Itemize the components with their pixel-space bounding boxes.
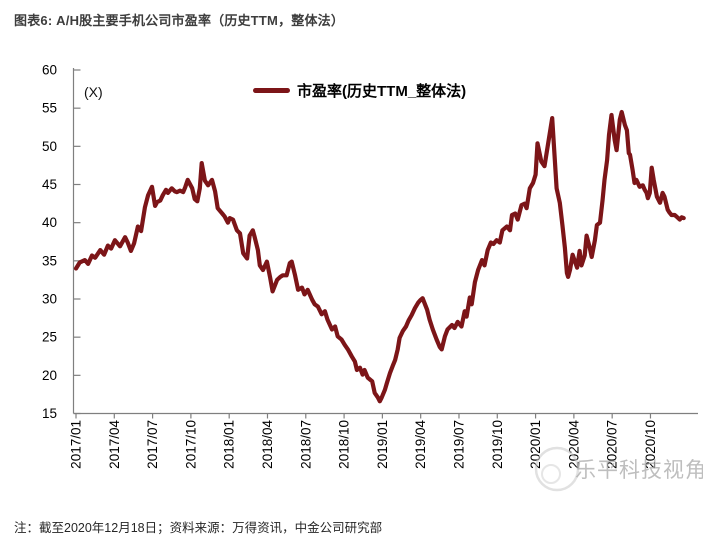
legend-line-swatch <box>253 88 290 93</box>
x-tick-label: 2018/07 <box>298 420 313 469</box>
x-tick-label: 2019/01 <box>375 420 390 469</box>
legend: 市盈率(历史TTM_整体法) <box>253 80 466 101</box>
legend-label: 市盈率(历史TTM_整体法) <box>297 83 467 100</box>
x-tick-label: 2018/04 <box>260 420 275 469</box>
y-tick-label: 15 <box>42 406 57 421</box>
x-tick-label: 2020/10 <box>643 420 658 469</box>
watermark-text: 乐平科技视角 <box>575 459 703 482</box>
y-tick-label: 50 <box>42 139 57 154</box>
x-tick-label: 2020/07 <box>605 420 620 469</box>
x-tick-label: 2017/01 <box>69 420 84 469</box>
y-tick-label: 25 <box>42 330 57 345</box>
y-tick-label: 55 <box>42 101 57 116</box>
x-tick-label: 2019/07 <box>451 420 466 469</box>
y-tick-label: 30 <box>42 292 57 307</box>
x-tick-label: 2017/10 <box>183 420 198 469</box>
x-tick-label: 2017/07 <box>145 420 160 469</box>
x-tick-label: 2020/01 <box>528 420 543 469</box>
y-tick-label: 35 <box>42 253 57 268</box>
y-tick-label: 45 <box>42 177 57 192</box>
y-tick-label: 40 <box>42 215 57 230</box>
x-tick-label: 2020/04 <box>566 420 581 469</box>
x-tick-label: 2018/10 <box>337 420 352 469</box>
pe-ratio-line <box>73 109 686 404</box>
x-tick-label: 2019/10 <box>490 420 505 469</box>
x-tick-label: 2017/04 <box>107 420 122 469</box>
figure-title: 图表6: A/H股主要手机公司市盈率（历史TTM，整体法） <box>14 13 345 28</box>
source-footnote: 注：截至2020年12月18日；资料来源：万得资讯，中金公司研究部 <box>14 521 383 535</box>
unit-label: (X) <box>84 84 103 100</box>
watermark-logo-inner-icon <box>541 464 561 484</box>
watermark-logo-icon <box>534 446 580 492</box>
y-tick-label: 20 <box>42 368 57 383</box>
x-tick-label: 2018/01 <box>222 420 237 469</box>
watermark: 乐平科技视角 <box>534 446 703 492</box>
x-tick-label: 2019/04 <box>413 420 428 469</box>
y-tick-label: 60 <box>42 63 57 78</box>
